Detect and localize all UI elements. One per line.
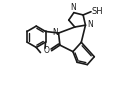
Text: O: O — [43, 46, 49, 55]
Text: N: N — [52, 28, 58, 37]
Text: SH: SH — [92, 7, 104, 16]
Text: N: N — [87, 20, 93, 29]
Text: N: N — [70, 3, 76, 12]
